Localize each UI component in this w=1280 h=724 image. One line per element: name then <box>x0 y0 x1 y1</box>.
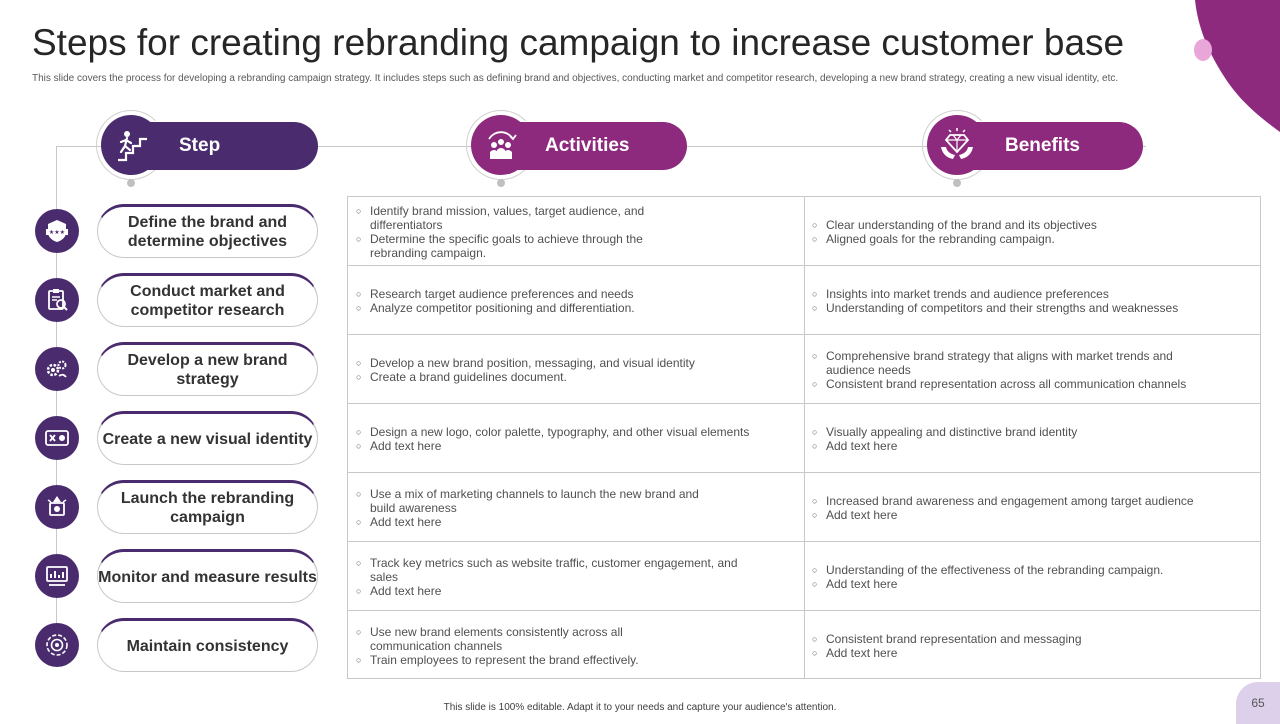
corner-decoration <box>1194 0 1280 132</box>
header-pill <box>131 122 318 170</box>
header-dot <box>953 179 961 187</box>
activities-cell: Develop a new brand position, messaging,… <box>348 335 748 404</box>
activity-item: Use new brand elements consistently acro… <box>348 625 658 653</box>
row-divider <box>348 472 1260 473</box>
header-step-label: Step <box>179 135 221 156</box>
step-pill: Conduct market and competitor research <box>97 273 318 327</box>
activity-item: Add text here <box>348 439 798 453</box>
benefit-item: Aligned goals for the rebranding campaig… <box>804 232 1260 246</box>
benefit-item: Add text here <box>804 577 1260 591</box>
activity-item: Train employees to represent the brand e… <box>348 653 658 667</box>
benefit-item: Insights into market trends and audience… <box>804 287 1260 301</box>
header-circle <box>101 115 161 175</box>
activity-item: Research target audience preferences and… <box>348 287 678 301</box>
benefit-item: Add text here <box>804 439 1260 453</box>
benefit-item: Comprehensive brand strategy that aligns… <box>804 349 1204 377</box>
activity-item: Use a mix of marketing channels to launc… <box>348 487 708 515</box>
activity-item: Determine the specific goals to achieve … <box>348 232 648 260</box>
activity-item: Add text here <box>348 584 748 598</box>
svg-text:★★★: ★★★ <box>49 229 65 236</box>
row-divider <box>348 541 1260 542</box>
activities-cell: Use new brand elements consistently acro… <box>348 611 658 680</box>
step-pill: Develop a new brand strategy <box>97 342 318 396</box>
benefits-cell: Understanding of the effectiveness of th… <box>804 542 1260 611</box>
step-pill: Launch the rebranding campaign <box>97 480 318 534</box>
team-cycle-icon <box>488 131 517 159</box>
header-circle <box>927 115 987 175</box>
header-pill <box>501 122 687 170</box>
launch-icon <box>35 485 79 529</box>
activity-item: Add text here <box>348 515 708 529</box>
page-number: 65 <box>1236 682 1280 724</box>
activities-cell: Track key metrics such as website traffi… <box>348 542 748 611</box>
benefit-item: Increased brand awareness and engagement… <box>804 494 1260 508</box>
stairs-climb-icon <box>118 131 147 162</box>
step-pill: Maintain consistency <box>97 618 318 672</box>
benefits-cell: Increased brand awareness and engagement… <box>804 473 1260 542</box>
page-number-label: 65 <box>1251 696 1265 710</box>
header-dot <box>497 179 505 187</box>
benefit-item: Consistent brand representation across a… <box>804 377 1204 391</box>
slide-subtitle: This slide covers the process for develo… <box>32 73 1119 84</box>
content-table: Identify brand mission, values, target a… <box>347 196 1261 679</box>
monitor-chart-icon <box>35 554 79 598</box>
activity-item: Design a new logo, color palette, typogr… <box>348 425 798 439</box>
header-step: Step <box>96 110 318 187</box>
row-divider <box>348 610 1260 611</box>
activity-item: Develop a new brand position, messaging,… <box>348 356 748 370</box>
clipboard-research-icon <box>35 278 79 322</box>
benefit-item: Clear understanding of the brand and its… <box>804 218 1260 232</box>
benefit-item: Understanding of the effectiveness of th… <box>804 563 1260 577</box>
header-benefits: Benefits <box>922 110 1144 187</box>
header-circle <box>471 115 531 175</box>
step-connector <box>56 146 57 646</box>
header-activities: Activities <box>466 110 688 187</box>
activities-cell: Use a mix of marketing channels to launc… <box>348 473 708 542</box>
visual-identity-icon <box>35 416 79 460</box>
benefits-cell: Visually appealing and distinctive brand… <box>804 404 1260 473</box>
activities-cell: Research target audience preferences and… <box>348 266 678 335</box>
activity-item: Identify brand mission, values, target a… <box>348 204 648 232</box>
benefit-item: Add text here <box>804 508 1260 522</box>
benefits-cell: Comprehensive brand strategy that aligns… <box>804 335 1204 404</box>
row-divider <box>348 265 1260 266</box>
step-pill: Monitor and measure results <box>97 549 318 603</box>
benefit-item: Add text here <box>804 646 1260 660</box>
benefits-cell: Consistent brand representation and mess… <box>804 611 1260 680</box>
header-pill <box>957 122 1143 170</box>
row-divider <box>348 334 1260 335</box>
activity-item: Create a brand guidelines document. <box>348 370 748 384</box>
activity-item: Analyze competitor positioning and diffe… <box>348 301 678 315</box>
benefits-cell: Clear understanding of the brand and its… <box>804 197 1260 266</box>
step-pill: Define the brand and determine objective… <box>97 204 318 258</box>
footer-note: This slide is 100% editable. Adapt it to… <box>443 702 837 713</box>
badge-stars-icon: ★★★ <box>35 209 79 253</box>
activities-cell: Identify brand mission, values, target a… <box>348 197 648 266</box>
header-dot <box>127 179 135 187</box>
diamond-hands-icon <box>941 128 973 159</box>
row-divider <box>348 403 1260 404</box>
header-activities-label: Activities <box>545 135 630 156</box>
strategy-gears-icon <box>35 347 79 391</box>
target-cycle-icon <box>35 623 79 667</box>
activity-item: Track key metrics such as website traffi… <box>348 556 748 584</box>
header-benefits-label: Benefits <box>1005 135 1080 156</box>
slide-title: Steps for creating rebranding campaign t… <box>32 22 1125 63</box>
benefit-item: Consistent brand representation and mess… <box>804 632 1260 646</box>
step-pill: Create a new visual identity <box>97 411 318 465</box>
benefit-item: Visually appealing and distinctive brand… <box>804 425 1260 439</box>
activities-cell: Design a new logo, color palette, typogr… <box>348 404 798 473</box>
benefits-cell: Insights into market trends and audience… <box>804 266 1260 335</box>
benefit-item: Understanding of competitors and their s… <box>804 301 1260 315</box>
